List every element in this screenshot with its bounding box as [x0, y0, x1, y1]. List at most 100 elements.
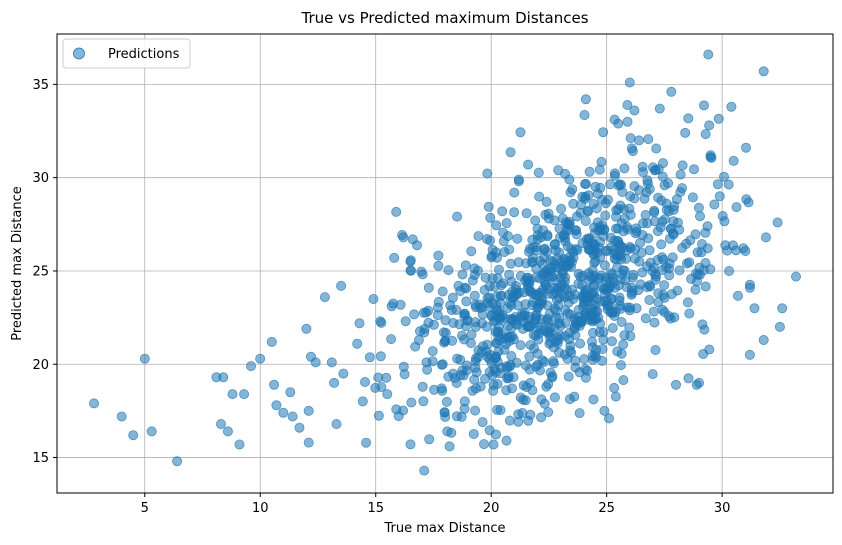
data-point: [656, 239, 667, 250]
data-point: [218, 372, 229, 383]
data-point: [622, 116, 633, 127]
data-point: [723, 179, 734, 190]
data-point: [490, 326, 501, 337]
data-point: [627, 146, 638, 157]
data-point: [239, 389, 250, 400]
data-point: [695, 211, 706, 222]
data-point: [677, 183, 688, 194]
data-point: [680, 127, 691, 138]
data-point: [726, 101, 737, 112]
data-point: [681, 238, 692, 249]
data-point: [357, 396, 368, 407]
data-point: [433, 250, 444, 261]
data-point: [683, 113, 694, 124]
data-point: [654, 103, 665, 114]
data-point: [602, 245, 613, 256]
data-point: [690, 284, 701, 295]
data-point: [744, 349, 755, 360]
data-point: [491, 338, 502, 349]
data-point: [624, 322, 635, 333]
data-point: [485, 235, 496, 246]
data-point: [637, 161, 648, 172]
data-point: [540, 267, 551, 278]
data-point: [533, 334, 544, 345]
data-point: [717, 210, 728, 221]
data-point: [709, 199, 720, 210]
data-point: [740, 245, 751, 256]
data-point: [591, 203, 602, 214]
data-point: [361, 437, 372, 448]
data-point: [491, 220, 502, 231]
data-point: [644, 183, 655, 194]
data-point: [554, 318, 565, 329]
data-point: [772, 217, 783, 228]
data-point: [587, 265, 598, 276]
data-point: [269, 379, 280, 390]
data-point: [517, 407, 528, 418]
data-point: [525, 409, 536, 420]
data-point: [527, 252, 538, 263]
data-point: [569, 321, 580, 332]
data-point: [491, 247, 502, 258]
data-point: [557, 213, 568, 224]
data-point: [488, 439, 499, 450]
data-point: [373, 372, 384, 383]
data-point: [610, 391, 621, 402]
data-point: [517, 308, 528, 319]
data-point: [564, 218, 575, 229]
data-point: [405, 256, 416, 267]
y-tick-label: 20: [32, 358, 49, 373]
data-point: [588, 394, 599, 405]
data-point: [761, 232, 772, 243]
data-point: [609, 235, 620, 246]
data-point: [582, 365, 593, 376]
data-point: [451, 411, 462, 422]
data-point: [574, 408, 585, 419]
data-point: [590, 350, 601, 361]
data-point: [329, 377, 340, 388]
data-point: [659, 307, 670, 318]
data-point: [594, 222, 605, 233]
data-point: [642, 175, 653, 186]
data-point: [704, 120, 715, 131]
data-point: [640, 209, 651, 220]
data-point: [687, 192, 698, 203]
data-point: [460, 321, 471, 332]
data-point: [331, 418, 342, 429]
data-point: [668, 228, 679, 239]
data-point: [513, 176, 524, 187]
data-point: [491, 291, 502, 302]
data-point: [777, 303, 788, 314]
data-point: [545, 367, 556, 378]
data-point: [549, 392, 560, 403]
data-point: [559, 281, 570, 292]
data-point: [467, 275, 478, 286]
data-point: [271, 400, 282, 411]
data-point: [697, 319, 708, 330]
data-point: [294, 422, 305, 433]
data-point: [774, 321, 785, 332]
data-point: [429, 384, 440, 395]
data-point: [705, 150, 716, 161]
data-point: [702, 221, 713, 232]
data-point: [694, 377, 705, 388]
data-point: [410, 341, 421, 352]
data-point: [616, 316, 627, 327]
data-point: [513, 257, 524, 268]
data-point: [419, 327, 430, 338]
data-point: [587, 273, 598, 284]
data-point: [427, 346, 438, 357]
data-point: [704, 344, 715, 355]
data-point: [758, 66, 769, 77]
data-point: [584, 166, 595, 177]
data-point: [570, 362, 581, 373]
data-point: [731, 245, 742, 256]
data-point: [485, 212, 496, 223]
data-point: [515, 127, 526, 138]
data-point: [599, 260, 610, 271]
legend-label: Predictions: [108, 47, 180, 62]
data-point: [644, 245, 655, 256]
data-point: [605, 179, 616, 190]
data-point: [653, 192, 664, 203]
data-point: [515, 340, 526, 351]
